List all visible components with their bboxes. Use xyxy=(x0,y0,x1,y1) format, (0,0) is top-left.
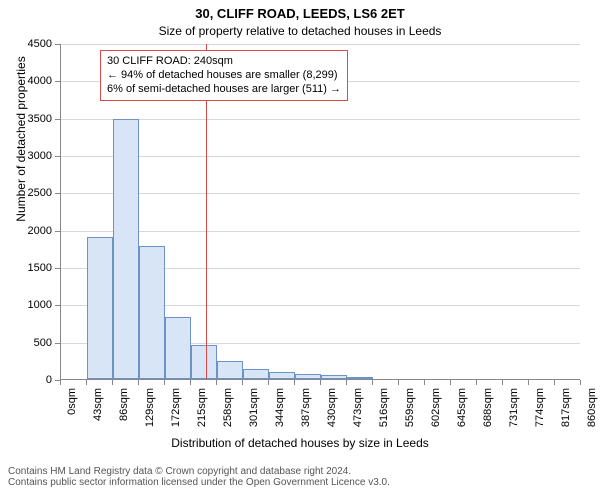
x-tick-mark xyxy=(450,380,451,385)
grid-line xyxy=(61,44,580,45)
x-tick-label: 602sqm xyxy=(430,388,442,448)
x-tick-label: 645sqm xyxy=(456,388,468,448)
histogram-bar xyxy=(269,372,295,379)
y-tick-mark xyxy=(55,44,60,45)
histogram-bar xyxy=(87,237,113,379)
chart-title-sub: Size of property relative to detached ho… xyxy=(0,24,600,38)
x-tick-label: 43sqm xyxy=(92,388,104,448)
x-tick-label: 387sqm xyxy=(300,388,312,448)
y-tick-mark xyxy=(55,305,60,306)
x-tick-mark xyxy=(164,380,165,385)
y-tick-mark xyxy=(55,343,60,344)
histogram-bar xyxy=(191,345,217,379)
y-tick-label: 0 xyxy=(0,374,52,386)
x-tick-mark xyxy=(242,380,243,385)
attribution-line: Contains HM Land Registry data © Crown c… xyxy=(0,466,600,477)
x-tick-label: 86sqm xyxy=(118,388,130,448)
histogram-bar xyxy=(139,246,165,379)
annotation-box: 30 CLIFF ROAD: 240sqm← 94% of detached h… xyxy=(100,50,348,101)
x-tick-label: 0sqm xyxy=(66,388,78,448)
y-tick-mark xyxy=(55,81,60,82)
x-tick-label: 688sqm xyxy=(482,388,494,448)
x-tick-label: 817sqm xyxy=(560,388,572,448)
x-tick-mark xyxy=(554,380,555,385)
y-tick-label: 1000 xyxy=(0,299,52,311)
x-tick-mark xyxy=(372,380,373,385)
x-tick-mark xyxy=(580,380,581,385)
x-tick-label: 301sqm xyxy=(248,388,260,448)
x-tick-label: 344sqm xyxy=(274,388,286,448)
x-tick-label: 559sqm xyxy=(404,388,416,448)
y-tick-label: 500 xyxy=(0,337,52,349)
annotation-line: ← 94% of detached houses are smaller (8,… xyxy=(107,69,341,83)
x-tick-mark xyxy=(294,380,295,385)
y-tick-label: 2000 xyxy=(0,225,52,237)
y-tick-mark xyxy=(55,231,60,232)
x-tick-mark xyxy=(398,380,399,385)
y-tick-mark xyxy=(55,156,60,157)
x-tick-mark xyxy=(346,380,347,385)
annotation-line: 6% of semi-detached houses are larger (5… xyxy=(107,83,341,97)
x-tick-label: 129sqm xyxy=(144,388,156,448)
y-tick-mark xyxy=(55,193,60,194)
x-tick-mark xyxy=(112,380,113,385)
histogram-bar xyxy=(321,375,347,379)
x-tick-mark xyxy=(320,380,321,385)
histogram-bar xyxy=(113,119,139,379)
attribution-text: Contains HM Land Registry data © Crown c… xyxy=(0,466,600,488)
y-tick-label: 4000 xyxy=(0,75,52,87)
x-tick-label: 430sqm xyxy=(326,388,338,448)
x-tick-mark xyxy=(424,380,425,385)
histogram-bar xyxy=(347,377,373,379)
y-tick-label: 3000 xyxy=(0,150,52,162)
y-tick-mark xyxy=(55,268,60,269)
x-tick-label: 516sqm xyxy=(378,388,390,448)
x-tick-mark xyxy=(190,380,191,385)
annotation-line: 30 CLIFF ROAD: 240sqm xyxy=(107,55,341,69)
x-tick-mark xyxy=(502,380,503,385)
histogram-bar xyxy=(243,369,269,379)
x-tick-mark xyxy=(268,380,269,385)
histogram-bar xyxy=(217,361,243,379)
x-tick-label: 215sqm xyxy=(196,388,208,448)
x-tick-mark xyxy=(476,380,477,385)
x-tick-mark xyxy=(60,380,61,385)
x-tick-mark xyxy=(528,380,529,385)
attribution-line: Contains public sector information licen… xyxy=(0,477,600,488)
x-tick-label: 473sqm xyxy=(352,388,364,448)
histogram-bar xyxy=(295,374,321,379)
x-tick-mark xyxy=(138,380,139,385)
y-tick-label: 3500 xyxy=(0,113,52,125)
x-tick-label: 860sqm xyxy=(586,388,598,448)
x-tick-label: 258sqm xyxy=(222,388,234,448)
x-tick-mark xyxy=(86,380,87,385)
y-tick-label: 2500 xyxy=(0,187,52,199)
x-tick-label: 774sqm xyxy=(534,388,546,448)
x-tick-label: 172sqm xyxy=(170,388,182,448)
y-tick-mark xyxy=(55,119,60,120)
chart-title-main: 30, CLIFF ROAD, LEEDS, LS6 2ET xyxy=(0,6,600,21)
x-tick-mark xyxy=(216,380,217,385)
y-tick-label: 4500 xyxy=(0,38,52,50)
x-tick-label: 731sqm xyxy=(508,388,520,448)
histogram-bar xyxy=(165,317,191,379)
y-tick-label: 1500 xyxy=(0,262,52,274)
